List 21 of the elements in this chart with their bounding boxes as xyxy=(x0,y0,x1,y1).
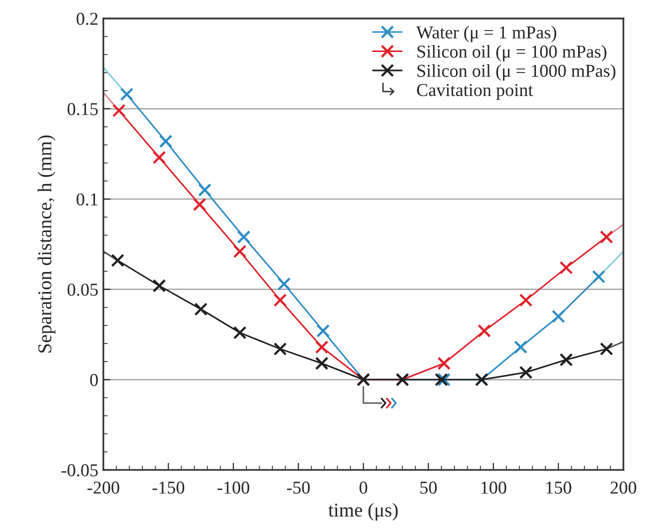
y-tick-label: 0.2 xyxy=(76,12,98,25)
y-tick-label: -0.05 xyxy=(62,464,98,476)
annotation: Cavitation point xyxy=(417,84,533,100)
legend-label: Water (μ = 1 mPas) xyxy=(416,26,556,42)
y-axis-title: Separation distance, h (mm) xyxy=(38,135,56,353)
x-tick-label: 0 xyxy=(360,482,368,494)
x-tick-label: 50 xyxy=(420,482,437,494)
y-tick-label: 0 xyxy=(90,374,98,386)
x-tick-label: -100 xyxy=(217,482,250,494)
x-tick-label: -200 xyxy=(87,482,120,494)
x-tick-label: -50 xyxy=(287,482,310,494)
x-tick-label: 150 xyxy=(546,482,572,494)
x-tick-label: -150 xyxy=(152,482,184,494)
legend-label: Silicon oil (μ = 100 mPas) xyxy=(417,45,606,62)
x-tick-label: 100 xyxy=(481,482,506,494)
y-tick-label: 0.1 xyxy=(76,193,98,206)
legend-label: Silicon oil (μ = 1000 mPas) xyxy=(417,64,616,81)
y-tick-label: 0.05 xyxy=(68,284,98,296)
y-tick-label: 0.15 xyxy=(68,103,98,116)
x-tick-label: 200 xyxy=(610,482,636,494)
x-axis-title: time (μs) xyxy=(328,502,398,521)
